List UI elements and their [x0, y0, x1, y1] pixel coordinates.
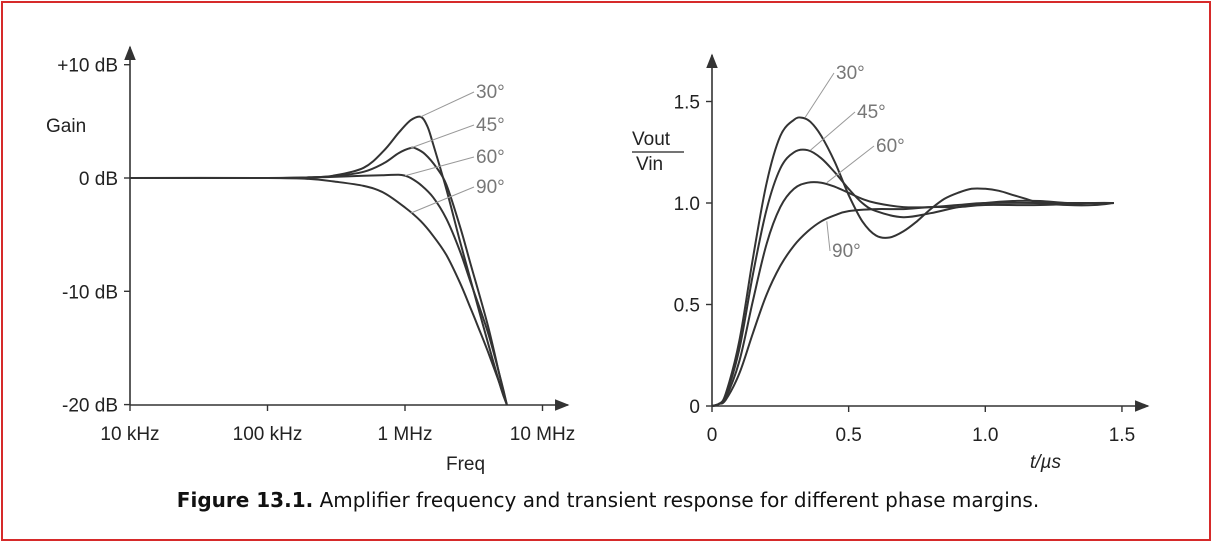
series-line-3 — [711, 201, 1114, 407]
x-tick-label: 100 kHz — [233, 424, 303, 445]
x-tick-label: 0 — [707, 425, 718, 446]
y-tick-label: 1.0 — [674, 194, 700, 215]
y-tick-label: -20 dB — [62, 396, 118, 417]
figure-charts: Gain Freq 10 kHz 100 kHz 1 MHz 10 MHz +10 dB… — [46, 45, 1150, 475]
y-tick-label: 1.5 — [674, 93, 700, 114]
x-tick-label: 1 MHz — [378, 424, 433, 445]
figure-caption: Figure 13.1. Amplifier frequency and tra… — [0, 488, 1216, 512]
caption-label: Figure 13.1. — [176, 488, 314, 512]
x-tick-label: 0.5 — [835, 425, 861, 446]
y-tick-label: 0 dB — [79, 169, 118, 190]
series-label-leader — [810, 111, 856, 151]
series-line-3 — [129, 176, 508, 405]
x-tick-label: 10 kHz — [100, 424, 159, 445]
series-label: 60° — [876, 136, 905, 157]
x-tick-label: 10 MHz — [510, 424, 575, 445]
series-label: 45° — [857, 102, 886, 123]
x-axis-title: Freq — [446, 454, 485, 475]
series-label-leader — [404, 156, 475, 177]
series-label-leader — [410, 186, 475, 214]
series-label: 60° — [476, 147, 505, 168]
x-tick-label: 1.5 — [1109, 425, 1135, 446]
series-label: 90° — [476, 177, 505, 198]
series-label: 90° — [832, 241, 861, 262]
y-tick-label: +10 dB — [57, 56, 118, 77]
series-label: 30° — [836, 63, 865, 84]
y-tick-label: -10 dB — [62, 282, 118, 303]
series-line-1 — [129, 146, 508, 405]
y-tick-label: 0 — [689, 397, 700, 418]
series-label: 30° — [476, 82, 505, 103]
series-line-2 — [129, 173, 508, 405]
y-axis-title-numerator: Vout — [632, 129, 671, 150]
y-tick-label: 0.5 — [674, 296, 700, 317]
x-tick-label: 1.0 — [972, 425, 998, 446]
series-label-leader — [420, 91, 475, 118]
caption-text: Amplifier frequency and transient respon… — [319, 488, 1040, 512]
series-line-2 — [711, 181, 1114, 407]
series-label-leader — [826, 221, 831, 252]
series-label-leader — [804, 72, 835, 119]
y-axis-title: Gain — [46, 116, 86, 137]
x-axis-title: t/µs — [1030, 452, 1062, 473]
y-axis-title-denominator: Vin — [636, 154, 663, 175]
series-line-1 — [711, 148, 1114, 407]
series-label-leader — [826, 145, 875, 184]
series-label: 45° — [476, 115, 505, 136]
series-label-leader — [410, 124, 475, 149]
series-line-0 — [711, 116, 1114, 407]
transient-response-chart: Vout Vin t/µs 0 0.5 1.0 1.5 0 0.5 1.0 1.5 30° 45°… — [632, 53, 1150, 473]
frequency-response-chart: Gain Freq 10 kHz 100 kHz 1 MHz 10 MHz +10 dB… — [46, 45, 575, 475]
